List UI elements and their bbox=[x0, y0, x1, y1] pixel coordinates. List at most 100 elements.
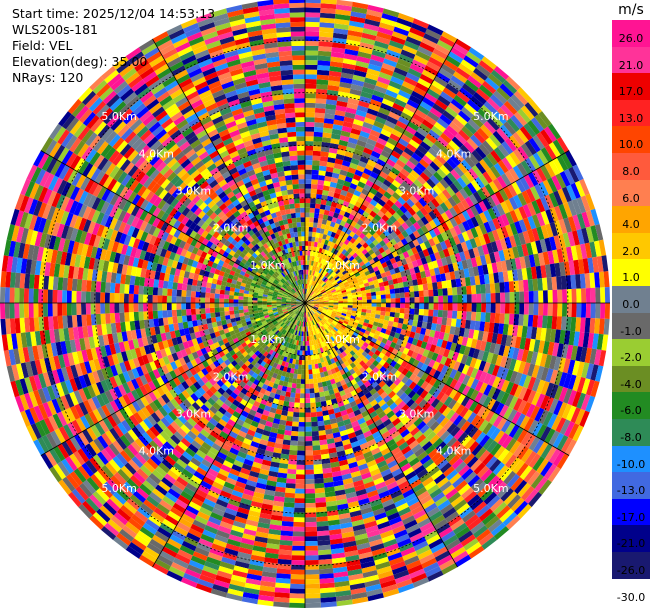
velocity-cell bbox=[285, 391, 291, 398]
velocity-cell bbox=[540, 147, 553, 163]
velocity-cell bbox=[352, 297, 358, 301]
velocity-cell bbox=[451, 310, 458, 319]
velocity-cell bbox=[352, 252, 359, 259]
velocity-cell bbox=[322, 234, 328, 240]
velocity-cell bbox=[424, 296, 429, 303]
velocity-cell bbox=[310, 291, 314, 296]
velocity-cell bbox=[317, 420, 325, 427]
velocity-cell bbox=[405, 72, 420, 83]
velocity-cell bbox=[334, 13, 351, 21]
velocity-cell bbox=[411, 90, 425, 101]
velocity-cell bbox=[481, 80, 497, 94]
velocity-cell bbox=[352, 233, 359, 240]
velocity-cell bbox=[350, 83, 363, 92]
velocity-cell bbox=[320, 3, 337, 10]
velocity-cell bbox=[291, 560, 305, 566]
velocity-cell bbox=[343, 272, 349, 277]
velocity-cell bbox=[317, 218, 323, 224]
velocity-cell bbox=[446, 172, 457, 183]
velocity-cell bbox=[305, 160, 313, 165]
velocity-cell bbox=[389, 238, 397, 246]
velocity-cell bbox=[374, 249, 381, 257]
velocity-cell bbox=[283, 400, 290, 407]
velocity-cell bbox=[329, 269, 334, 275]
velocity-cell bbox=[332, 32, 348, 40]
velocity-cell bbox=[315, 203, 321, 209]
velocity-cell bbox=[410, 22, 428, 34]
velocity-cell bbox=[503, 121, 517, 136]
velocity-cell bbox=[423, 240, 432, 249]
velocity-cell bbox=[432, 48, 448, 60]
velocity-cell bbox=[449, 154, 461, 166]
velocity-cell bbox=[290, 387, 296, 394]
velocity-cell bbox=[411, 135, 423, 145]
velocity-cell bbox=[419, 172, 430, 182]
velocity-cell bbox=[300, 383, 305, 389]
velocity-cell bbox=[374, 162, 384, 171]
velocity-cell bbox=[295, 479, 305, 485]
velocity-cell bbox=[365, 179, 375, 188]
velocity-cell bbox=[316, 291, 321, 295]
velocity-cell bbox=[459, 188, 469, 200]
velocity-cell bbox=[342, 262, 348, 268]
velocity-cell bbox=[440, 132, 452, 144]
velocity-cell bbox=[500, 303, 506, 314]
velocity-cell bbox=[470, 205, 480, 217]
velocity-cell bbox=[423, 290, 429, 297]
velocity-cell bbox=[449, 217, 458, 228]
velocity-cell bbox=[419, 73, 434, 85]
velocity-cell bbox=[318, 46, 332, 52]
velocity-cell bbox=[305, 550, 319, 556]
velocity-cell bbox=[571, 303, 577, 318]
velocity-cell bbox=[359, 215, 367, 222]
velocity-cell bbox=[449, 183, 460, 194]
velocity-cell bbox=[324, 108, 336, 115]
velocity-cell bbox=[462, 220, 471, 232]
velocity-cell bbox=[510, 114, 524, 130]
velocity-cell bbox=[327, 215, 333, 222]
velocity-cell bbox=[315, 502, 327, 508]
velocity-cell bbox=[305, 202, 311, 208]
velocity-cell bbox=[401, 230, 409, 239]
velocity-cell bbox=[350, 274, 356, 280]
velocity-cell bbox=[460, 144, 472, 157]
velocity-cell bbox=[333, 249, 339, 255]
velocity-cell bbox=[353, 240, 360, 247]
velocity-cell bbox=[317, 60, 331, 66]
velocity-cell bbox=[292, 421, 299, 427]
velocity-cell bbox=[485, 312, 491, 323]
velocity-cell bbox=[312, 270, 316, 276]
velocity-cell bbox=[354, 272, 361, 277]
velocity-cell bbox=[400, 49, 416, 60]
velocity-cell bbox=[311, 416, 318, 422]
velocity-cell bbox=[305, 431, 312, 437]
velocity-cell bbox=[357, 51, 372, 59]
velocity-cell bbox=[286, 478, 296, 484]
velocity-cell bbox=[343, 116, 355, 124]
velocity-cell bbox=[388, 171, 398, 180]
velocity-cell bbox=[432, 316, 438, 324]
velocity-cell bbox=[368, 228, 376, 236]
velocity-cell bbox=[336, 100, 348, 108]
velocity-cell bbox=[340, 189, 348, 197]
velocity-cell bbox=[365, 245, 372, 252]
velocity-cell bbox=[321, 137, 332, 143]
velocity-cell bbox=[396, 208, 405, 217]
velocity-cell bbox=[351, 123, 363, 131]
velocity-cell bbox=[346, 276, 352, 282]
velocity-cell bbox=[411, 152, 422, 163]
velocity-cell bbox=[318, 233, 324, 239]
velocity-cell bbox=[337, 214, 344, 221]
velocity-cell bbox=[471, 303, 477, 312]
velocity-cell bbox=[333, 28, 349, 35]
velocity-cell bbox=[436, 71, 451, 84]
velocity-cell bbox=[548, 142, 561, 158]
velocity-cell bbox=[394, 312, 400, 318]
velocity-cell bbox=[532, 134, 545, 150]
velocity-cell bbox=[335, 269, 341, 275]
velocity-cell bbox=[347, 269, 353, 275]
velocity-cell bbox=[291, 426, 299, 432]
velocity-cell bbox=[309, 378, 314, 384]
velocity-cell bbox=[540, 164, 552, 180]
velocity-cell bbox=[385, 307, 391, 312]
